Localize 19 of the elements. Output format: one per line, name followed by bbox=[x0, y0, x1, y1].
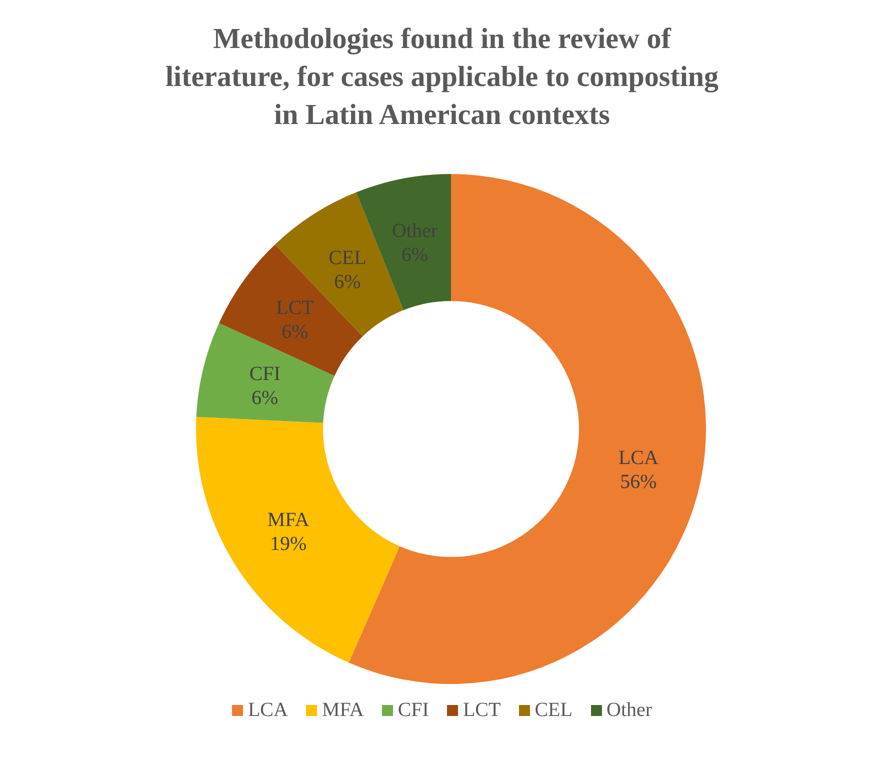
data-label: 19% bbox=[270, 532, 307, 555]
legend-label: LCA bbox=[248, 699, 288, 722]
data-label: 6% bbox=[282, 320, 308, 343]
donut-slice bbox=[196, 416, 400, 663]
chart-title: Methodologies found in the review of literature, for cases applicable to composting in Latin American contexts bbox=[164, 22, 720, 133]
slice-label: LCT bbox=[276, 296, 314, 319]
slice-label: MFA bbox=[267, 508, 310, 531]
legend-label: MFA bbox=[322, 699, 364, 722]
slice-label: LCA bbox=[618, 447, 659, 470]
donut-slice bbox=[196, 323, 335, 423]
data-label: 6% bbox=[252, 386, 278, 409]
legend-label: CEL bbox=[534, 699, 572, 722]
data-label: 56% bbox=[620, 471, 657, 494]
legend-label: LCT bbox=[462, 699, 501, 722]
legend-label: Other bbox=[606, 699, 652, 722]
slice-label: CFI bbox=[249, 362, 280, 385]
data-label: 6% bbox=[334, 270, 361, 293]
legend-label: CFI bbox=[398, 699, 429, 722]
slice-label: CEL bbox=[328, 246, 366, 269]
